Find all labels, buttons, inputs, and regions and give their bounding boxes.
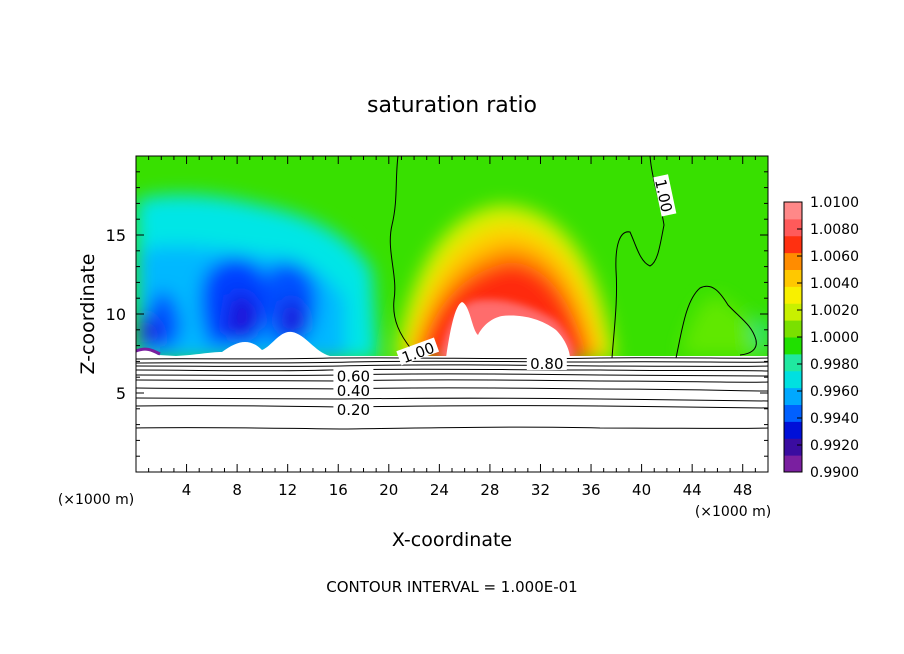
x-tick-label: 32 [531, 481, 550, 499]
colorbar-swatch [784, 387, 802, 405]
contour-label-knockout [333, 400, 374, 416]
contour-label: 0.60 [333, 367, 374, 386]
contour-label-knockout [333, 367, 374, 383]
x-tick-label: 40 [632, 481, 651, 499]
y-axis: 5 10 15 [106, 171, 768, 457]
contour-label: 0.20 [333, 400, 374, 419]
contour-label: 0.40 [333, 381, 374, 400]
x-unit-left: (×1000 m) [58, 492, 134, 508]
x-tick-label: 48 [733, 481, 752, 499]
colorbar-swatch [784, 438, 802, 456]
colorbar-swatch [784, 337, 802, 355]
colorbar-tick-label: 0.9920 [810, 438, 859, 454]
contour-label-text: 0.40 [337, 382, 370, 400]
x-tick-label: 8 [232, 481, 242, 499]
colorbar-tick-label: 0.9940 [810, 411, 859, 427]
contour-label: 0.80 [526, 354, 567, 373]
colorbar-swatch [784, 235, 802, 254]
contour-label-knockout [526, 354, 567, 370]
colorbar-tick-label: 1.0060 [810, 249, 859, 265]
colorbar-swatch [784, 320, 802, 338]
colorbar-tick-label: 1.0020 [810, 303, 859, 319]
x-tick-label: 16 [329, 481, 348, 499]
contour-interval-footer: CONTOUR INTERVAL = 1.000E-01 [326, 578, 577, 596]
colorbar-swatch [784, 404, 802, 422]
colorbar-swatch [784, 370, 802, 389]
x-tick-label: 24 [430, 481, 449, 499]
colorbar-swatch [784, 303, 802, 321]
colorbar-swatch [784, 455, 802, 473]
y-tick-label: 5 [116, 384, 126, 403]
colorbar-tick-label: 1.0000 [810, 330, 859, 346]
x-tick-label: 28 [480, 481, 499, 499]
colorbar-tick-label: 1.0080 [810, 222, 859, 238]
x-tick-label: 12 [278, 481, 297, 499]
contour-label-text: 0.80 [530, 355, 563, 373]
colorbar-swatch [784, 286, 802, 304]
colorbar-tick-label: 0.9980 [810, 357, 859, 373]
colorbar-tick-label: 1.0040 [810, 276, 859, 292]
x-unit-right: (×1000 m) [695, 504, 771, 520]
contour-labels: 1.001.000.800.600.400.20 [333, 174, 677, 419]
y-tick-label: 15 [106, 226, 126, 245]
colorbar-tick-label: 1.0100 [810, 195, 859, 211]
field-lower-mask [136, 331, 768, 472]
x-tick-label: 44 [683, 481, 702, 499]
field-saturated-core [446, 302, 570, 358]
colorbar-swatch [784, 353, 802, 372]
contour-lines [136, 156, 768, 430]
x-tick-label: 4 [182, 481, 192, 499]
contour-label-knockout [396, 337, 440, 366]
contour-label-text: 0.20 [337, 401, 370, 419]
colorbar: 1.0100 1.0080 1.0060 1.0040 1.0020 1.0000 0.99… [783, 195, 859, 481]
colorbar-swatch [784, 252, 802, 270]
contour-label-knockout [653, 174, 677, 217]
colorbar-swatch [784, 421, 802, 439]
colorbar-swatch [784, 202, 802, 220]
colorbar-tick-label: 0.9900 [810, 465, 859, 481]
colorbar-swatch [784, 218, 802, 237]
x-tick-label: 36 [581, 481, 600, 499]
y-tick-label: 10 [106, 305, 126, 324]
x-axis-label: X-coordinate [392, 529, 512, 551]
chart-title: saturation ratio [367, 93, 537, 118]
x-tick-label: 20 [379, 481, 398, 499]
colorbar-tick-label: 0.9960 [810, 384, 859, 400]
x-axis: 4 8 12 16 20 24 28 32 36 40 44 48 [148, 156, 756, 499]
y-axis-label: Z-coordinate [77, 254, 99, 375]
contour-label-text: 0.60 [337, 368, 370, 386]
contour-label-knockout [333, 381, 374, 397]
colorbar-swatch [784, 269, 802, 287]
